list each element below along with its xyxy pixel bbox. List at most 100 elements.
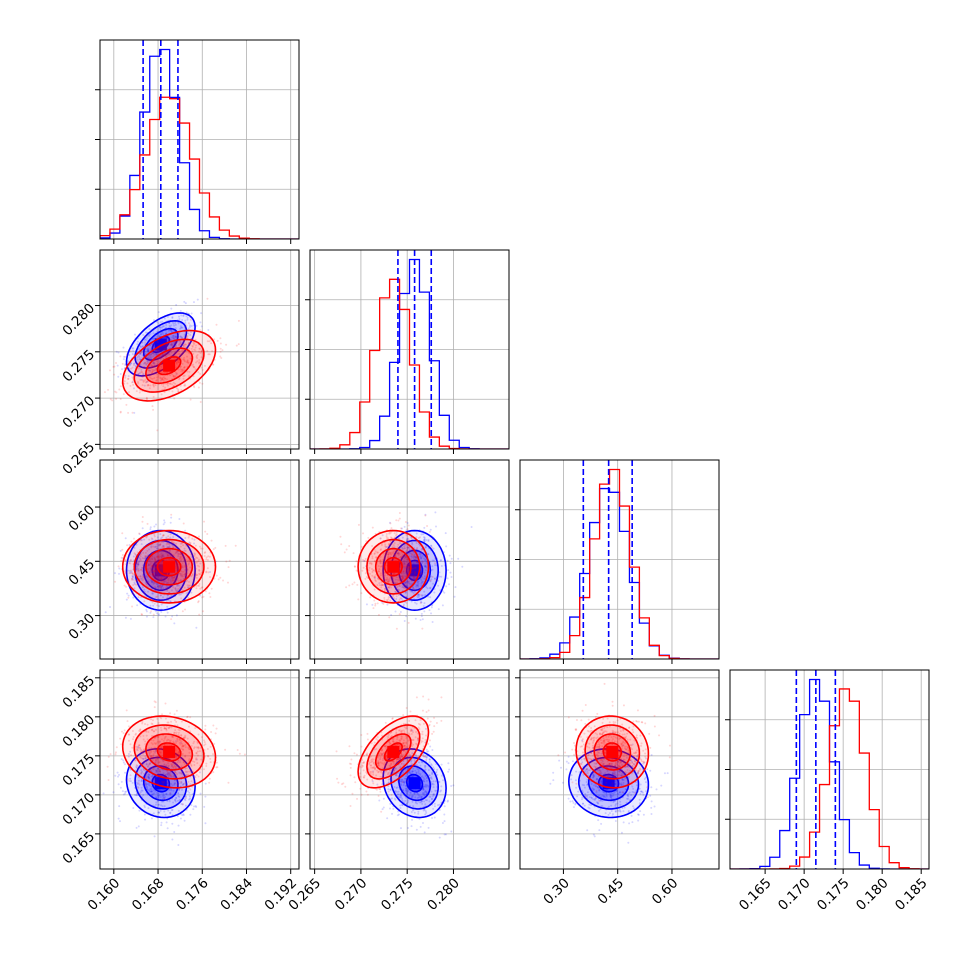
sample-point	[434, 511, 437, 514]
sample-point	[140, 378, 143, 381]
sample-point	[421, 821, 424, 824]
sample-point	[177, 843, 180, 846]
sample-point	[189, 398, 192, 401]
sample-point	[171, 345, 174, 348]
sample-point	[134, 553, 137, 556]
x-tick-label: 0.184	[217, 875, 256, 914]
sample-point	[160, 555, 163, 558]
sample-point	[140, 578, 143, 581]
sample-point	[404, 555, 407, 558]
sample-point	[345, 548, 348, 551]
sample-point	[178, 340, 181, 343]
sample-point	[398, 613, 401, 616]
sample-point	[152, 352, 155, 355]
sample-point	[406, 522, 409, 525]
sample-point	[160, 326, 163, 329]
sample-point	[470, 525, 473, 528]
sample-point	[137, 354, 140, 357]
sample-point	[198, 568, 201, 571]
sample-point	[137, 568, 140, 571]
sample-point	[154, 384, 157, 387]
sample-point	[176, 551, 179, 554]
sample-point	[406, 546, 409, 549]
sample-point	[142, 576, 145, 579]
sample-point	[154, 558, 157, 561]
sample-point	[373, 599, 376, 602]
sample-point	[186, 568, 189, 571]
sample-point	[179, 555, 182, 558]
sample-point	[184, 572, 187, 575]
sample-point	[164, 371, 167, 374]
sample-point	[179, 335, 182, 338]
sample-point	[153, 566, 156, 569]
sample-point	[427, 826, 430, 829]
sample-point	[138, 533, 141, 536]
sample-point	[181, 562, 184, 565]
sample-point	[135, 543, 138, 546]
sample-point	[152, 604, 155, 607]
sample-point	[126, 592, 129, 595]
sample-point	[173, 576, 176, 579]
sample-point	[152, 369, 155, 372]
sample-point	[418, 553, 421, 556]
sample-point	[135, 583, 138, 586]
sample-point	[147, 383, 150, 386]
sample-point	[184, 346, 187, 349]
sample-point	[166, 553, 169, 556]
sample-point	[161, 554, 164, 557]
sample-point	[355, 560, 358, 563]
sample-point	[131, 347, 134, 350]
sample-point	[429, 580, 432, 583]
y-tick-label: 0.180	[60, 712, 99, 751]
sample-point	[133, 552, 136, 555]
sample-point	[177, 553, 180, 556]
sample-point	[156, 349, 159, 352]
sample-point	[154, 539, 157, 542]
sample-point	[171, 316, 174, 319]
sample-point	[152, 613, 155, 616]
sample-point	[121, 553, 124, 556]
sample-point	[199, 321, 202, 324]
sample-point	[137, 569, 140, 572]
sample-point	[162, 544, 165, 547]
sample-point	[155, 379, 158, 382]
sample-point	[145, 582, 148, 585]
sample-point	[115, 362, 118, 365]
sample-point	[440, 559, 443, 562]
sample-point	[131, 572, 134, 575]
sample-point	[145, 575, 148, 578]
sample-point	[190, 555, 193, 558]
sample-point	[156, 357, 159, 360]
sample-point	[208, 592, 211, 595]
sample-point	[195, 556, 198, 559]
sample-point	[148, 387, 151, 390]
sample-point	[166, 552, 169, 555]
sample-point	[154, 701, 157, 704]
sample-point	[132, 387, 135, 390]
sample-point	[167, 545, 170, 548]
sample-point	[179, 326, 182, 329]
sample-point	[195, 561, 198, 564]
sample-point	[207, 571, 210, 574]
sample-point	[405, 560, 408, 563]
sample-point	[167, 382, 170, 385]
sample-point	[403, 563, 406, 566]
sample-point	[403, 619, 406, 622]
sample-point	[133, 411, 136, 414]
histogram-panel	[520, 460, 719, 659]
sample-point	[128, 391, 131, 394]
sample-point	[163, 521, 166, 524]
sample-point	[397, 552, 400, 555]
sample-point	[103, 391, 106, 394]
sample-point	[129, 559, 132, 562]
sample-point	[136, 340, 139, 343]
sample-point	[423, 577, 426, 580]
sample-point	[119, 385, 122, 388]
sample-point	[135, 579, 138, 582]
sample-point	[429, 720, 432, 723]
sample-point	[155, 596, 158, 599]
sample-point	[132, 383, 135, 386]
sample-point	[421, 627, 424, 630]
sample-point	[189, 334, 192, 337]
sample-point	[147, 564, 150, 567]
